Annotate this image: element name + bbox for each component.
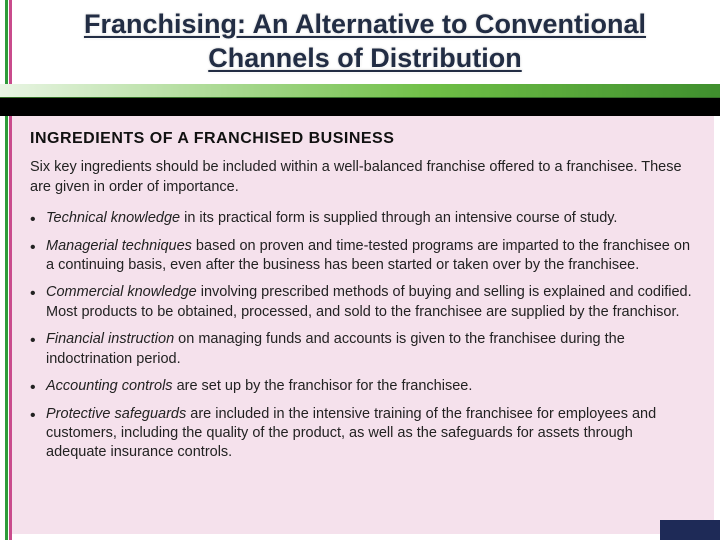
list-item: Commercial knowledge involving prescribe… [30, 283, 696, 322]
content-panel: INGREDIENTS OF A FRANCHISED BUSINESS Six… [12, 116, 714, 534]
title-wrap: Franchising: An Alternative to Conventio… [20, 8, 710, 76]
ingredients-list: Technical knowledge in its practical for… [30, 209, 696, 463]
list-item: Technical knowledge in its practical for… [30, 209, 696, 228]
item-lead: Financial instruction [46, 331, 174, 347]
item-lead: Accounting controls [46, 378, 173, 394]
item-rest: are set up by the franchisor for the fra… [173, 378, 473, 394]
page-title: Franchising: An Alternative to Conventio… [20, 8, 710, 76]
panel-intro: Six key ingredients should be included w… [30, 158, 696, 197]
item-lead: Protective safeguards [46, 406, 186, 422]
item-lead: Commercial knowledge [46, 284, 197, 300]
decor-black-bar [0, 98, 720, 116]
decor-vline-green [5, 0, 8, 540]
item-rest: in its practical form is supplied throug… [180, 210, 617, 226]
slide: Franchising: An Alternative to Conventio… [0, 0, 720, 540]
decor-footer-block [660, 520, 720, 540]
list-item: Accounting controls are set up by the fr… [30, 377, 696, 396]
panel-heading: INGREDIENTS OF A FRANCHISED BUSINESS [30, 130, 696, 148]
decor-green-bar [0, 84, 720, 98]
list-item: Protective safeguards are included in th… [30, 405, 696, 463]
list-item: Managerial techniques based on proven an… [30, 237, 696, 276]
list-item: Financial instruction on managing funds … [30, 330, 696, 369]
item-lead: Technical knowledge [46, 210, 180, 226]
item-lead: Managerial techniques [46, 238, 192, 254]
